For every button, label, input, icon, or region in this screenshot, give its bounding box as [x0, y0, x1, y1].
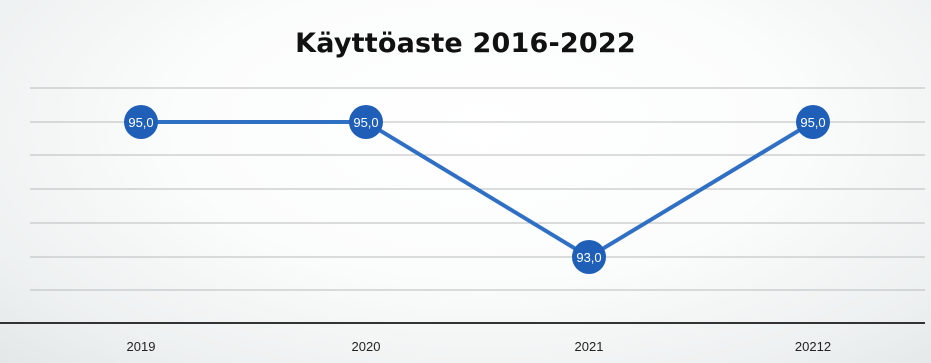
- data-label: 95,0: [800, 115, 825, 130]
- series-line: [141, 120, 815, 259]
- data-label: 93,0: [576, 250, 601, 265]
- x-tick-label: 2020: [352, 339, 381, 354]
- data-label: 95,0: [353, 115, 378, 130]
- x-tick-label: 2019: [127, 339, 156, 354]
- data-point-marker: [349, 105, 383, 139]
- chart-title: Käyttöaste 2016-2022: [295, 28, 636, 59]
- x-tick-label: 2021: [575, 339, 604, 354]
- data-label: 95,0: [128, 115, 153, 130]
- data-point-marker: [572, 240, 606, 274]
- data-point-marker: [796, 105, 830, 139]
- data-point-marker: [124, 105, 158, 139]
- x-tick-label: 20212: [795, 339, 831, 354]
